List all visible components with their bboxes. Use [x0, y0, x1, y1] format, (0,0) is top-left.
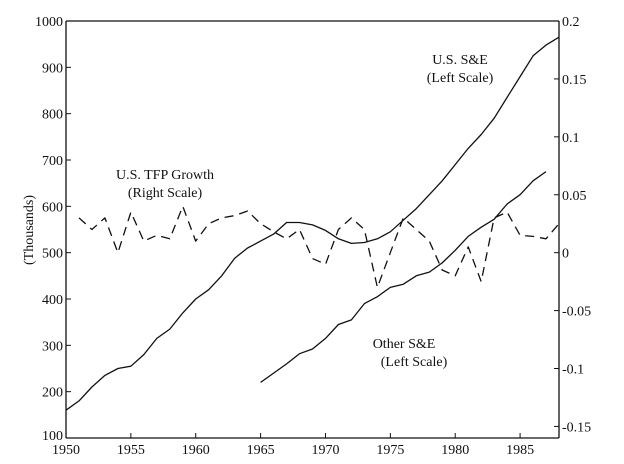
y-tick-label: 500: [42, 247, 63, 262]
y-tick-label: 700: [42, 154, 63, 169]
y2-tick-label: 0.1: [562, 131, 580, 146]
y-tick-label: 800: [42, 108, 63, 123]
series-label: (Right Scale): [128, 186, 203, 201]
y2-tick-label: 0.2: [562, 15, 580, 30]
x-tick-label: 1950: [52, 443, 80, 458]
y-tick-label: 400: [42, 293, 63, 308]
x-tick-label: 1970: [311, 443, 339, 458]
y2-tick-label: 0: [562, 247, 569, 262]
y2-tick-label: -0.15: [562, 420, 591, 435]
y-tick-label: 200: [42, 386, 63, 401]
y-axis-title: (Thousands): [22, 195, 37, 265]
y-tick-label: 300: [42, 339, 63, 354]
annotations: U.S. S&E (Left Scale) Other S&E (Left Scale…: [116, 53, 494, 370]
y2-tick-label: 0.15: [562, 73, 587, 88]
series-layer: [65, 36, 560, 411]
y2-tick-label: -0.1: [562, 363, 584, 378]
y-tick-label: 100: [42, 429, 63, 444]
y-tick-label: 900: [42, 61, 63, 76]
series-label: (Left Scale): [381, 355, 448, 370]
series-label: U.S. TFP Growth: [116, 168, 214, 183]
series-line-u-s-tfp-growth: [78, 205, 560, 289]
y2-tick-label: -0.05: [562, 305, 591, 320]
series-label: U.S. S&E: [432, 53, 488, 68]
x-tick-label: 1980: [441, 443, 469, 458]
x-tick-label: 1985: [506, 443, 534, 458]
series-label: (Left Scale): [427, 71, 494, 86]
y-tick-label: 600: [42, 200, 63, 215]
y2-tick-label: 0.05: [562, 189, 587, 204]
y-tick-label: 1000: [35, 15, 63, 30]
axes: 1950 1955 1960 1965 1970 1975 1980 1985 100 200 30…: [35, 15, 591, 458]
series-line-other-s-e: [260, 171, 547, 383]
x-tick-label: 1955: [117, 443, 145, 458]
series-line-u-s-s-e: [65, 36, 560, 411]
series-label: Other S&E: [373, 337, 436, 352]
x-tick-label: 1965: [247, 443, 275, 458]
x-tick-label: 1960: [182, 443, 210, 458]
x-tick-label: 1975: [376, 443, 404, 458]
